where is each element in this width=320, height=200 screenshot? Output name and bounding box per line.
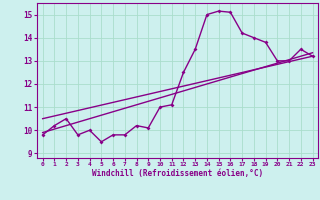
X-axis label: Windchill (Refroidissement éolien,°C): Windchill (Refroidissement éolien,°C) xyxy=(92,169,263,178)
